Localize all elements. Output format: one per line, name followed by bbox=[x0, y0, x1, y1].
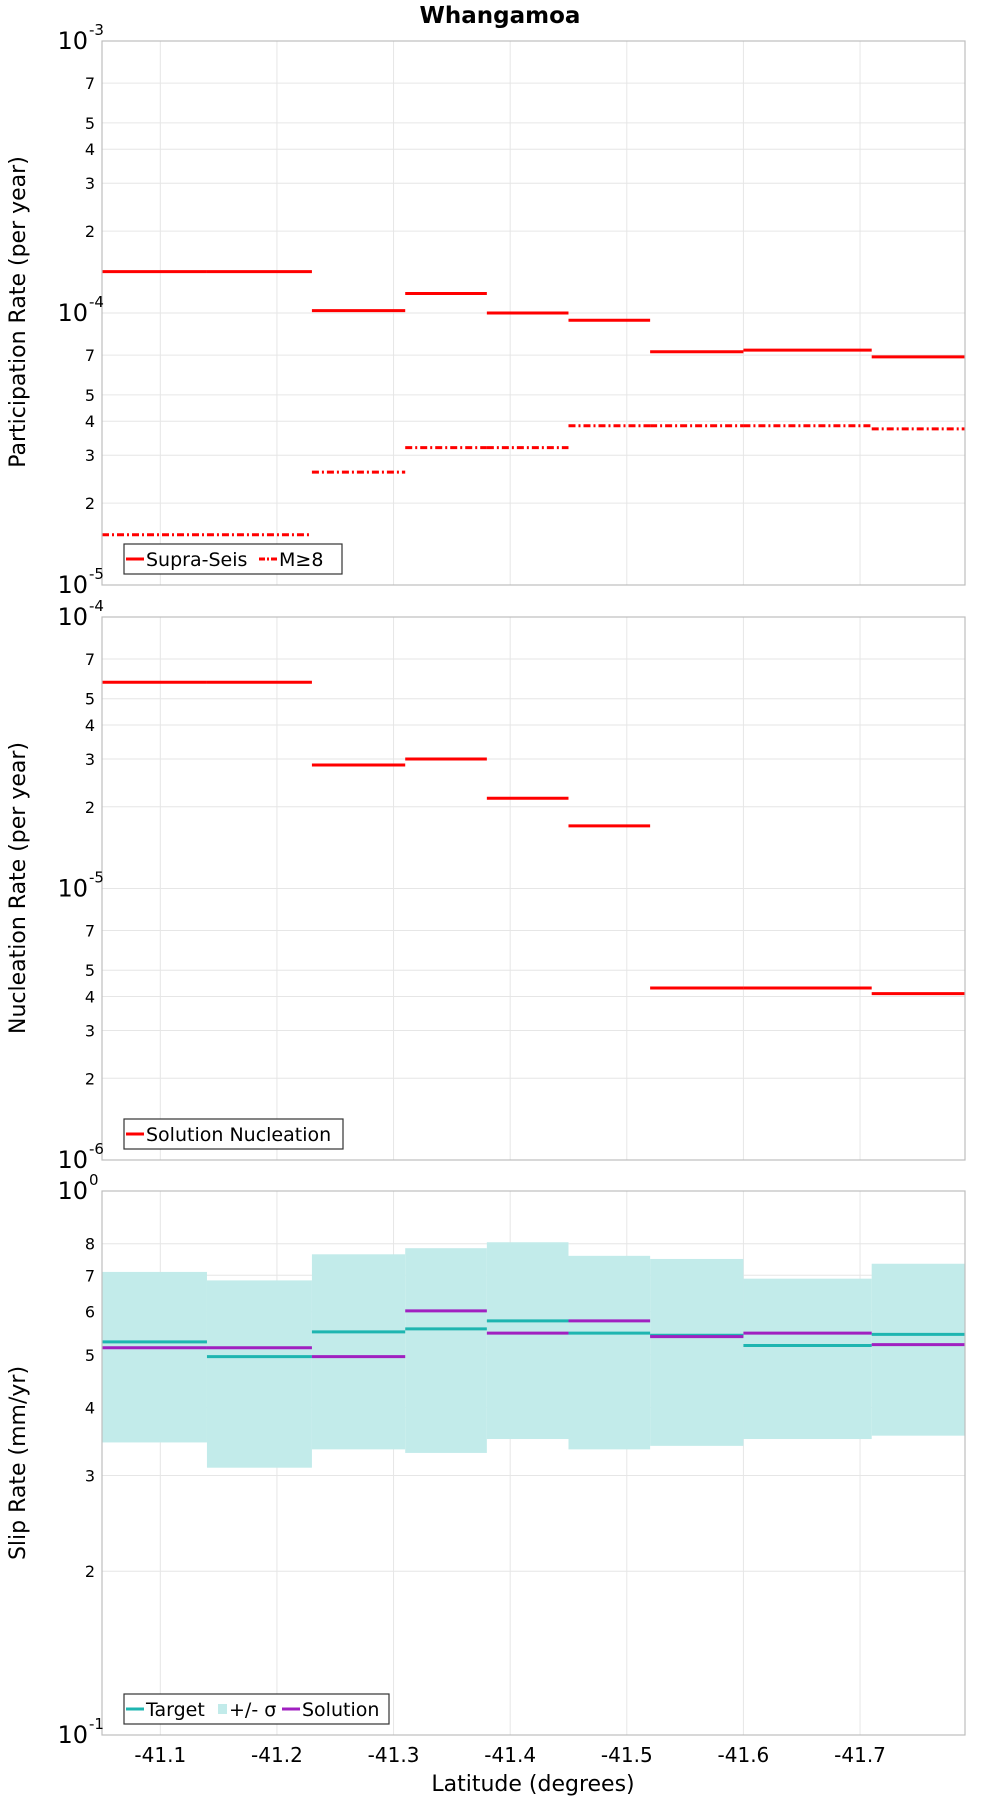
sigma-band-segment bbox=[486, 1242, 569, 1440]
y-tick-label-minor: 4 bbox=[85, 1398, 95, 1417]
y-tick-label-minor: 7 bbox=[85, 922, 95, 941]
y-tick-label-major: 10 bbox=[57, 1177, 88, 1205]
x-tick-label: -41.6 bbox=[718, 1743, 770, 1767]
y-tick-label-major: 10 bbox=[57, 571, 88, 599]
y-tick-label-minor: 4 bbox=[85, 988, 95, 1007]
y-tick-label-minor: 2 bbox=[85, 1069, 95, 1088]
x-axis-ticks: -41.1 -41.2 -41.3 -41.4 -41.5 -41.6 -41.7 bbox=[134, 1743, 885, 1767]
series-target bbox=[102, 1319, 965, 1359]
y-tick-exponent: -3 bbox=[89, 21, 104, 39]
y-tick-label-minor: 7 bbox=[85, 346, 95, 365]
plot-frame bbox=[101, 1190, 966, 1736]
legend-label: Solution bbox=[302, 1699, 379, 1721]
y-tick-label-minor: 5 bbox=[85, 1346, 95, 1365]
x-axis-label: Latitude (degrees) bbox=[431, 1772, 634, 1797]
x-tick-label: -41.5 bbox=[601, 1743, 653, 1767]
y-tick-label-minor: 5 bbox=[85, 690, 95, 709]
x-tick-label: -41.3 bbox=[368, 1743, 420, 1767]
y-tick-label-major: 10 bbox=[57, 1721, 88, 1749]
legend-swatch-band bbox=[218, 1704, 227, 1714]
legend-label: Solution Nucleation bbox=[146, 1124, 331, 1146]
legend-box bbox=[123, 1118, 344, 1150]
series-supra-seis bbox=[102, 270, 965, 359]
legend-label: M≥8 bbox=[279, 549, 323, 571]
y-axis-label-slip-rate: Slip Rate (mm/yr) bbox=[6, 1366, 31, 1560]
y-tick-label-minor: 5 bbox=[85, 386, 95, 405]
sigma-band-segment bbox=[206, 1280, 312, 1468]
sigma-band-segment bbox=[405, 1248, 487, 1453]
sigma-band-segment bbox=[102, 1271, 207, 1443]
series-m-8 bbox=[102, 424, 965, 537]
x-tick-label: -41.7 bbox=[834, 1743, 886, 1767]
y-tick-label-minor: 2 bbox=[85, 494, 95, 513]
legend-label: Target bbox=[145, 1699, 205, 1721]
sigma-band-segment bbox=[871, 1263, 965, 1436]
y-tick-exponent: -4 bbox=[89, 293, 104, 311]
series-solution bbox=[102, 1309, 965, 1359]
y-tick-label-minor: 3 bbox=[85, 1466, 95, 1485]
y-tick-label-major: 10 bbox=[57, 1146, 88, 1174]
sigma-band bbox=[102, 1242, 965, 1468]
x-tick-label: -41.2 bbox=[251, 1743, 303, 1767]
y-axis-label-participation: Participation Rate (per year) bbox=[6, 156, 31, 468]
y-tick-label-minor: 2 bbox=[85, 1562, 95, 1581]
y-tick-label-minor: 2 bbox=[85, 798, 95, 817]
sigma-band-segment bbox=[568, 1255, 651, 1450]
legend-label: +/- σ bbox=[229, 1699, 276, 1721]
y-tick-exponent: -6 bbox=[89, 1140, 104, 1158]
y-tick-exponent: 0 bbox=[89, 1171, 99, 1189]
y-tick-label-major: 10 bbox=[57, 27, 88, 55]
sigma-band-segment bbox=[743, 1278, 872, 1440]
plot-frame bbox=[101, 616, 966, 1161]
y-tick-label-minor: 3 bbox=[85, 1021, 95, 1040]
y-tick-label-minor: 3 bbox=[85, 446, 95, 465]
y-tick-exponent: -1 bbox=[89, 1715, 104, 1733]
y-tick-exponent: -4 bbox=[89, 597, 104, 615]
y-tick-label-minor: 4 bbox=[85, 716, 95, 735]
legend-box bbox=[123, 543, 343, 575]
legend: Supra-Seis M≥8 bbox=[123, 543, 343, 575]
y-tick-label-major: 10 bbox=[57, 299, 88, 327]
y-tick-label-minor: 5 bbox=[85, 114, 95, 133]
y-tick-label-minor: 2 bbox=[85, 222, 95, 241]
y-tick-label-minor: 8 bbox=[85, 1235, 95, 1254]
chart-title: Whangamoa bbox=[420, 3, 581, 29]
series-solution-nucleation bbox=[102, 680, 965, 996]
y-tick-label-minor: 7 bbox=[85, 1266, 95, 1285]
y-tick-label-minor: 4 bbox=[85, 412, 95, 431]
gridlines bbox=[102, 616, 965, 1161]
x-tick-label: -41.1 bbox=[134, 1743, 186, 1767]
y-tick-label-minor: 5 bbox=[85, 961, 95, 980]
y-tick-label-minor: 6 bbox=[85, 1303, 95, 1322]
y-tick-label-minor: 3 bbox=[85, 750, 95, 769]
y-tick-exponent: -5 bbox=[89, 869, 104, 887]
sigma-band-segment bbox=[311, 1254, 406, 1450]
sigma-band-segment bbox=[650, 1258, 744, 1446]
legend-box bbox=[123, 1693, 390, 1725]
y-tick-label-major: 10 bbox=[57, 875, 88, 903]
y-tick-label-minor: 7 bbox=[85, 650, 95, 669]
y-tick-label-minor: 7 bbox=[85, 74, 95, 93]
plot-frame bbox=[101, 40, 966, 586]
x-tick-label: -41.4 bbox=[484, 1743, 536, 1767]
y-tick-exponent: -5 bbox=[89, 565, 104, 583]
y-tick-label-major: 10 bbox=[57, 603, 88, 631]
y-tick-label-minor: 4 bbox=[85, 140, 95, 159]
legend: Target +/- σ Solution bbox=[123, 1693, 390, 1725]
y-axis-label-nucleation: Nucleation Rate (per year) bbox=[6, 742, 31, 1034]
y-tick-label-minor: 3 bbox=[85, 174, 95, 193]
legend-label: Supra-Seis bbox=[146, 549, 247, 571]
legend: Solution Nucleation bbox=[123, 1118, 344, 1150]
